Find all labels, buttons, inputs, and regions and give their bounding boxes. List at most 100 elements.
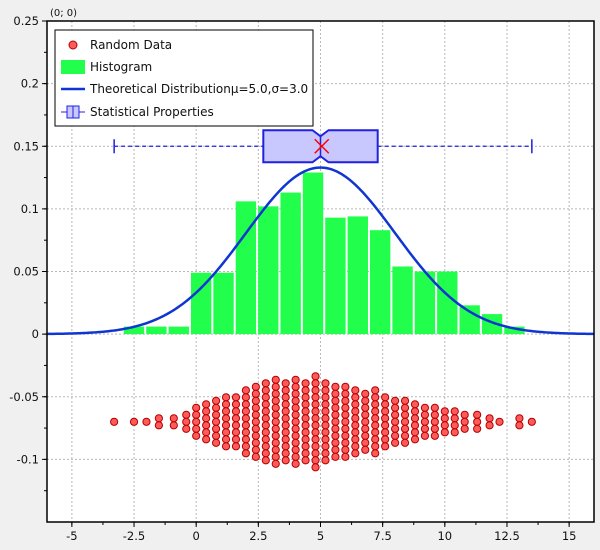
random-data-point: [231, 421, 241, 430]
random-data-point: [182, 417, 191, 426]
random-data-point: [341, 396, 350, 405]
random-data-point: [390, 396, 400, 405]
plot-area: -5 -2.5 0 2.5 5 7.5 10 12.5 15 0.25 0.2 0.15 0.1 0.05…: [9, 14, 595, 543]
y-tick-label: 0: [32, 327, 39, 341]
random-data-point: [311, 414, 320, 423]
random-data-point: [311, 393, 320, 402]
random-data-point: [221, 400, 231, 409]
random-data-point: [341, 431, 350, 440]
random-data-point: [420, 417, 430, 426]
random-data-point: [251, 452, 260, 461]
random-data-point: [301, 449, 310, 458]
random-data-point: [361, 438, 370, 447]
random-data-point: [311, 463, 320, 472]
random-data-point: [154, 421, 163, 430]
random-data-point: [202, 407, 211, 416]
random-data-point: [211, 417, 221, 426]
random-data-point: [192, 403, 201, 412]
random-data-point: [241, 428, 251, 437]
random-data-point: [241, 449, 251, 458]
random-data-point: [281, 456, 290, 465]
random-data-point: [301, 442, 310, 451]
random-data-point: [473, 424, 482, 433]
y-tick-label: 0.2: [21, 77, 39, 91]
histogram-bar: [123, 326, 145, 335]
random-data-point: [221, 421, 231, 430]
random-data-point: [361, 410, 370, 419]
random-data-point: [381, 393, 390, 402]
random-data-point: [371, 421, 380, 430]
random-data-point: [241, 414, 251, 423]
random-data-point: [261, 456, 270, 465]
histogram-bar: [347, 216, 368, 335]
random-data-point: [381, 400, 390, 409]
random-data-point: [301, 414, 310, 423]
random-data-point: [400, 431, 410, 440]
random-data-point: [211, 403, 221, 412]
random-data-point: [351, 414, 360, 423]
random-data-point: [410, 414, 420, 423]
random-data-point: [341, 452, 350, 461]
random-data-point: [169, 414, 178, 423]
random-data-point: [221, 407, 231, 416]
random-data-point: [311, 386, 320, 395]
random-data-point: [271, 410, 280, 419]
x-tick-label: 15: [562, 529, 577, 543]
y-tick-label: -0.1: [17, 452, 39, 466]
random-data-point: [311, 421, 320, 430]
random-data-point: [515, 421, 524, 430]
random-data-point: [271, 389, 280, 398]
y-tick-label: 0.15: [13, 139, 39, 153]
random-data-point: [211, 424, 221, 433]
y-tick-label: 0.1: [21, 202, 39, 216]
random-data-point: [331, 431, 340, 440]
random-data-point: [301, 400, 310, 409]
random-data-point: [221, 442, 231, 451]
random-data-point: [351, 400, 360, 409]
random-data-point: [450, 414, 459, 423]
random-data-point: [331, 445, 340, 454]
random-data-point: [390, 403, 400, 412]
random-data-point: [440, 407, 449, 416]
random-data-point: [261, 442, 270, 451]
random-data-point: [231, 393, 241, 402]
random-data-point: [281, 400, 290, 409]
random-data-point: [271, 459, 280, 468]
random-data-point: [261, 414, 270, 423]
random-data-point: [202, 435, 211, 444]
random-data-point: [251, 410, 260, 419]
random-data-point: [410, 407, 420, 416]
random-data-point: [430, 424, 439, 433]
random-data-point: [460, 424, 469, 433]
x-tick-label: -5: [66, 529, 77, 543]
legend-label: Random Data: [90, 38, 172, 52]
random-data-point: [371, 435, 380, 444]
histogram-bar: [302, 172, 324, 335]
random-data-point: [281, 428, 290, 437]
histogram-bar: [369, 230, 391, 335]
random-data-point: [311, 449, 320, 458]
histogram-bar: [258, 206, 279, 335]
random-data-point: [371, 386, 380, 395]
x-tick-label: 7.5: [374, 529, 392, 543]
random-data-point: [202, 421, 211, 430]
random-data-point: [400, 424, 410, 433]
random-data-point: [241, 435, 251, 444]
x-tick-label: 2.5: [249, 529, 267, 543]
random-data-point: [271, 417, 280, 426]
random-data-point: [271, 396, 280, 405]
random-data-point: [420, 410, 430, 419]
random-data-point: [311, 379, 320, 388]
random-data-point: [261, 393, 270, 402]
random-data-point: [311, 407, 320, 416]
histogram-bar: [235, 201, 257, 335]
random-data-point: [301, 456, 310, 465]
random-data-point: [400, 417, 410, 426]
y-tick-label: 0.25: [13, 14, 39, 28]
random-data-point: [301, 379, 310, 388]
random-data-point: [221, 435, 231, 444]
random-data-point: [211, 396, 221, 405]
random-data-point: [291, 396, 300, 405]
random-data-point: [410, 428, 420, 437]
